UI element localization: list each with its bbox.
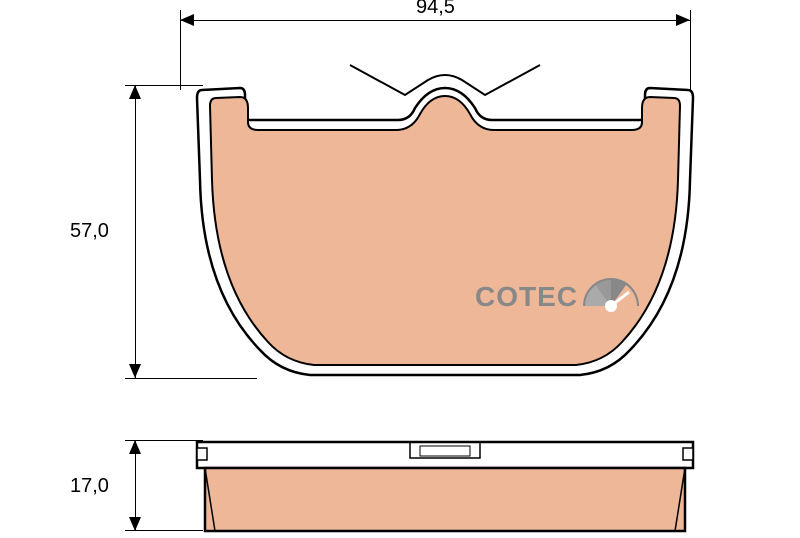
height-label: 57,0 <box>70 220 109 243</box>
width-dim-line <box>180 20 690 21</box>
brand-text: COTEC <box>475 281 578 312</box>
width-label: 94,5 <box>410 0 461 19</box>
thick-ext-top <box>125 440 203 441</box>
height-dim-line <box>135 85 136 378</box>
thick-ext-bot <box>125 530 203 531</box>
brake-pad-front-view: COTEC <box>180 40 710 390</box>
arrow-down <box>129 364 141 378</box>
arrow-right <box>676 14 690 26</box>
thickness-label: 17,0 <box>70 475 109 498</box>
diagram-canvas: 94,5 57,0 17,0 COTEC <box>0 0 800 533</box>
arrow-up <box>129 85 141 99</box>
arrow-down-thick <box>129 517 141 531</box>
brake-pad-side-view <box>195 440 695 533</box>
arrow-left <box>180 14 194 26</box>
arrow-up-thick <box>129 440 141 454</box>
